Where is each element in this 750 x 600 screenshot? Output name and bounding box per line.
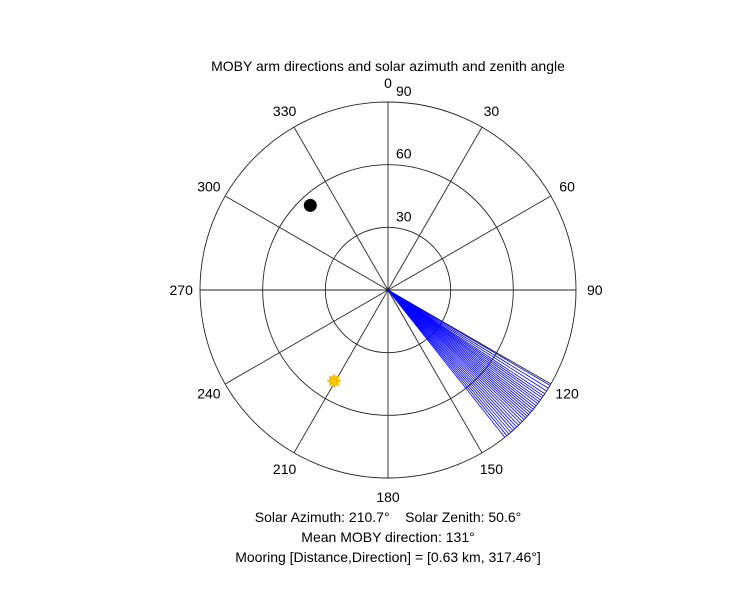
moby-arm-line [387, 289, 538, 404]
grid-ring-90 [199, 101, 577, 479]
moby-arm-line [387, 289, 506, 438]
theta-tick-label: 150 [480, 461, 504, 477]
solar-azimuth-text: Solar Azimuth: 210.7° [254, 509, 390, 525]
r-tick-label: 30 [396, 208, 412, 224]
moby-arm-line [387, 289, 549, 389]
theta-tick-label: 0 [384, 75, 392, 91]
theta-tick-label: 30 [484, 103, 500, 119]
theta-tick-label: 240 [197, 385, 221, 401]
grid-spoke-330 [293, 126, 389, 291]
grid-spoke-30 [387, 126, 483, 291]
moby-arm-line [387, 289, 543, 399]
moby-arm-line [387, 289, 514, 431]
polar-grid [199, 101, 577, 479]
mooring-caption: Mooring [Distance,Direction] = [0.63 km,… [0, 547, 750, 567]
mooring-marker [303, 198, 317, 212]
moby-arm-line [387, 289, 547, 392]
sun-ray [328, 375, 333, 380]
grid-spoke-60 [387, 195, 552, 291]
r-tick-label: 60 [396, 146, 412, 162]
solar-caption-line: Solar Azimuth: 210.7° Solar Zenith: 50.6… [0, 507, 750, 527]
grid-spoke-300 [224, 195, 389, 291]
grid-ring-60 [262, 164, 514, 416]
polar-data [303, 198, 551, 438]
sun-marker [327, 373, 342, 388]
moby-arm-line [387, 289, 512, 433]
sun-ray [335, 375, 340, 380]
grid-spoke-240 [224, 289, 389, 385]
grid-spoke-150 [387, 289, 483, 454]
theta-tick-label: 90 [587, 282, 603, 298]
theta-tick-label: 210 [273, 461, 297, 477]
theta-tick-label: 330 [273, 103, 297, 119]
moby-arm-line [387, 289, 551, 386]
theta-tick-label: 120 [555, 385, 579, 401]
chart-title: MOBY arm directions and solar azimuth an… [211, 58, 565, 74]
moby-arm-line [387, 289, 521, 424]
r-tick-label: 90 [396, 83, 412, 99]
mean-direction-caption: Mean MOBY direction: 131° [0, 527, 750, 547]
theta-tick-label: 180 [376, 489, 400, 505]
polar-tick-labels: 0 30 60 90 120 150 180 210 240 270 300 330 30 60 90 [170, 75, 603, 505]
moby-arm-line [387, 289, 523, 422]
theta-tick-label: 60 [559, 179, 575, 195]
moby-arm-line [387, 289, 508, 436]
theta-tick-label: 270 [170, 282, 194, 298]
moby-arm-line [387, 289, 516, 430]
sun-ray [328, 381, 333, 387]
solar-zenith-text: Solar Zenith: 50.6° [405, 509, 522, 525]
moby-arm-line [387, 289, 519, 426]
moby-arm-line [387, 289, 510, 435]
grid-spoke-210 [293, 289, 389, 454]
mean-direction-text: Mean MOBY direction: 131° [301, 529, 475, 545]
moby-arm-line [387, 289, 517, 428]
grid-ring-30 [324, 226, 452, 354]
mooring-text: Mooring [Distance,Direction] = [0.63 km,… [235, 549, 541, 565]
moby-arm-line [387, 289, 545, 395]
sun-ray [335, 381, 340, 387]
moby-arm-line [387, 289, 525, 420]
theta-tick-label: 300 [197, 179, 221, 195]
